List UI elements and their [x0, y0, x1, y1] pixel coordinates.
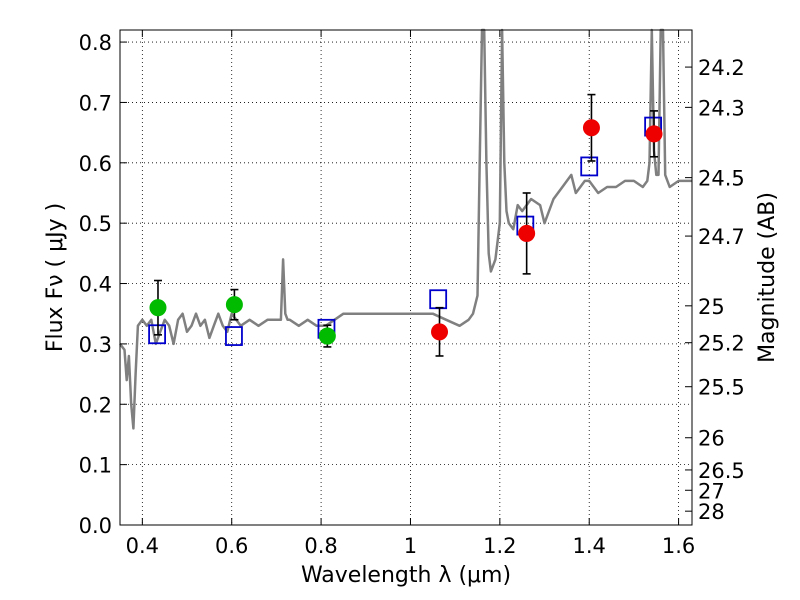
x-tick-label: 1.4	[573, 534, 606, 558]
spectrum-series	[119, 28, 692, 430]
data-point	[318, 327, 336, 345]
mag-tick-label: 24.7	[698, 225, 745, 249]
mag-tick-label: 25.2	[698, 332, 745, 356]
model-square-marker	[429, 289, 448, 310]
x-tick-label: 0.8	[304, 534, 337, 558]
grid	[120, 30, 692, 526]
mag-tick-label: 25.5	[698, 376, 745, 400]
axis-ticks: 0.4 0.6 0.8 1 1.2 1.4 1.6 0.0 0.1 0.2 0.3 0.4 0.5 0.6…	[79, 30, 745, 558]
data-point	[225, 296, 243, 314]
x-axis-label: Wavelength λ (μm)	[301, 563, 511, 588]
y-tick-label: 0.2	[79, 393, 112, 417]
model-square-marker	[580, 156, 599, 177]
y-axis-label-right: Magnitude (AB)	[755, 192, 780, 363]
data-point	[149, 299, 167, 317]
mag-tick-label: 26.5	[698, 459, 745, 483]
y-tick-label: 0.3	[79, 333, 112, 357]
mag-tick-label: 26	[698, 427, 725, 451]
data-point	[582, 119, 600, 137]
x-tick-label: 1.2	[483, 534, 516, 558]
y-axis-label: Flux Fν ( μJy )	[43, 203, 68, 352]
mag-tick-label: 27	[698, 479, 725, 503]
model-square-marker	[225, 326, 243, 346]
y-tick-label: 0.7	[79, 91, 112, 115]
x-tick-label: 1.6	[662, 534, 695, 558]
photometry-series	[148, 93, 663, 357]
y-tick-label: 0.1	[79, 454, 112, 478]
data-point	[518, 224, 536, 242]
mag-tick-label: 24.5	[698, 167, 745, 191]
data-point	[645, 125, 663, 143]
mag-tick-label: 24.2	[698, 56, 745, 80]
y-tick-label: 0.4	[79, 273, 112, 297]
x-tick-label: 0.6	[215, 534, 248, 558]
mag-tick-label: 24.3	[698, 96, 745, 120]
mag-tick-label: 28	[698, 500, 725, 524]
model-square-marker	[148, 324, 166, 345]
mag-tick-label: 25	[698, 295, 725, 319]
spectrum-line	[119, 28, 692, 430]
x-tick-label: 0.4	[126, 534, 159, 558]
plot-frame	[119, 29, 693, 526]
data-point	[431, 323, 449, 341]
y-tick-label: 0.8	[79, 31, 112, 55]
x-tick-label: 1	[404, 534, 417, 558]
y-tick-label: 0.6	[79, 152, 112, 176]
y-tick-label: 0.5	[79, 212, 112, 236]
y-tick-label: 0.0	[79, 514, 112, 538]
